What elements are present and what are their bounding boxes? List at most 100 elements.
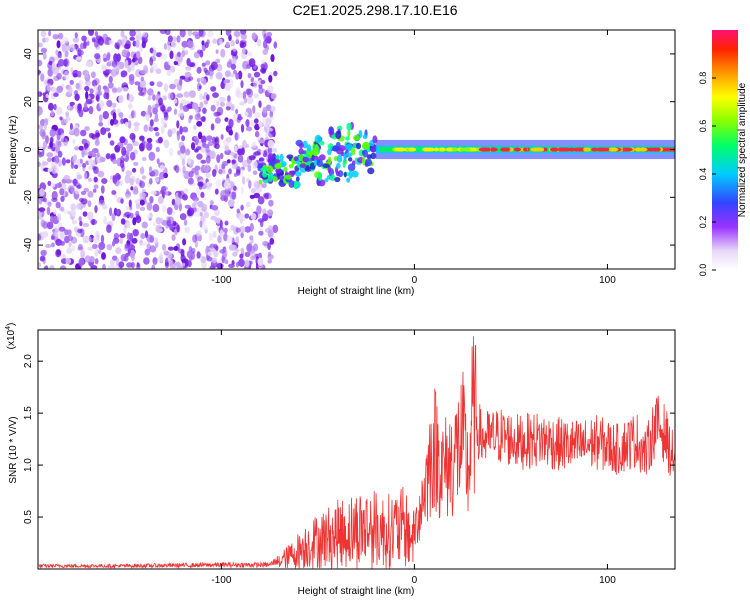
- spectrogram-noise-mark: [64, 229, 69, 236]
- spectrogram-transition-mark: [351, 170, 359, 178]
- spectrogram-x-tick-label: 0: [412, 275, 418, 286]
- spectrogram-noise-mark: [237, 113, 242, 119]
- spectrogram-line-peak: [452, 147, 457, 152]
- spectrogram-noise-mark: [131, 254, 135, 262]
- spectrogram-noise-mark: [69, 101, 75, 106]
- spectrogram-noise-mark: [193, 124, 197, 131]
- spectrogram-noise-mark: [207, 30, 214, 38]
- spectrogram-noise-mark: [53, 225, 60, 231]
- spectrogram-noise-mark: [213, 243, 218, 250]
- spectrogram-noise-mark: [234, 132, 238, 141]
- spectrogram-transition-mark: [257, 163, 264, 169]
- spectrogram-noise-mark: [158, 97, 163, 106]
- spectrogram-noise-mark: [91, 79, 98, 87]
- spectrogram-noise-mark: [161, 204, 167, 213]
- spectrogram-transition-mark: [263, 178, 270, 184]
- spectrogram-noise-mark: [130, 62, 135, 72]
- spectrogram-noise-mark: [132, 57, 136, 63]
- spectrogram-noise-mark: [74, 226, 77, 233]
- spectrogram-noise-mark: [75, 82, 80, 90]
- spectrogram-noise-mark: [78, 109, 84, 118]
- spectrogram-noise-mark: [181, 262, 186, 267]
- spectrogram-noise-mark: [226, 235, 233, 244]
- spectrogram-noise-mark: [131, 261, 135, 269]
- spectrogram-noise-mark: [60, 195, 65, 202]
- spectrogram-noise-mark: [193, 135, 199, 141]
- spectrogram-noise-mark: [234, 145, 238, 152]
- spectrogram-noise-mark: [148, 126, 154, 132]
- spectrogram-noise-mark: [111, 102, 117, 108]
- spectrogram-noise-mark: [57, 150, 63, 158]
- spectrogram-noise-mark: [214, 188, 219, 195]
- spectrogram-noise-mark: [181, 158, 186, 166]
- spectrogram-noise-mark: [181, 50, 186, 58]
- spectrogram-noise-mark: [94, 205, 98, 214]
- spectrogram-noise-mark: [248, 155, 256, 161]
- spectrogram-noise-mark: [181, 258, 187, 264]
- spectrogram-noise-mark: [98, 121, 104, 127]
- spectrogram-noise-mark: [56, 249, 62, 256]
- spectrogram-noise-mark: [51, 190, 58, 200]
- spectrogram-noise-mark: [246, 88, 254, 98]
- spectrogram-noise-mark: [48, 30, 52, 37]
- spectrogram-noise-mark: [146, 137, 153, 143]
- spectrogram-noise-mark: [38, 42, 43, 48]
- spectrogram-noise-mark: [38, 70, 42, 75]
- spectrogram-noise-mark: [118, 261, 125, 268]
- spectrogram-noise-mark: [51, 242, 55, 248]
- spectrogram-noise-mark: [125, 206, 130, 211]
- spectrogram-noise-mark: [102, 263, 106, 269]
- spectrogram-noise-mark: [142, 31, 148, 38]
- spectrogram-noise-mark: [173, 98, 178, 104]
- spectrogram-noise-mark: [116, 39, 123, 47]
- spectrogram-noise-mark: [176, 132, 181, 141]
- spectrogram-noise-mark: [149, 235, 154, 243]
- spectrogram-noise-mark: [55, 49, 59, 56]
- spectrogram-noise-mark: [151, 62, 158, 72]
- spectrogram-noise-mark: [235, 108, 239, 115]
- spectrogram-noise-mark: [69, 79, 74, 85]
- spectrogram-noise-mark: [155, 131, 160, 137]
- spectrogram-noise-mark: [133, 122, 140, 127]
- snr-y-label: SNR (10 * V/V): [8, 416, 19, 483]
- spectrogram-noise-mark: [109, 207, 113, 217]
- spectrogram-noise-mark: [215, 100, 220, 107]
- spectrogram-noise-mark: [59, 231, 65, 240]
- colorbar-gradient: [712, 30, 738, 270]
- spectrogram-line-peak: [583, 147, 588, 152]
- spectrogram-noise-mark: [141, 40, 146, 49]
- spectrogram-noise-mark: [163, 43, 168, 50]
- spectrogram-noise-mark: [254, 111, 261, 119]
- spectrogram-noise-mark: [263, 193, 270, 200]
- spectrogram-noise-mark: [74, 93, 80, 102]
- spectrogram-noise-mark: [82, 235, 90, 244]
- spectrogram-noise-mark: [122, 87, 129, 92]
- spectrogram-noise-mark: [78, 145, 84, 151]
- spectrogram-noise-mark: [147, 88, 154, 96]
- spectrogram-noise-mark: [94, 258, 99, 265]
- spectrogram-noise-mark: [199, 220, 203, 228]
- spectrogram-noise-mark: [49, 264, 55, 269]
- spectrogram-noise-mark: [65, 159, 71, 164]
- spectrogram-noise-mark: [271, 147, 278, 153]
- spectrogram-line-peak: [422, 147, 430, 152]
- spectrogram-noise-mark: [98, 199, 106, 206]
- spectrogram-noise-mark: [240, 247, 244, 253]
- spectrogram-noise-mark: [83, 102, 88, 111]
- spectrogram-noise-mark: [188, 90, 196, 98]
- spectrogram-noise-mark: [273, 70, 278, 77]
- spectrogram-noise-mark: [49, 141, 53, 148]
- spectrogram-noise-mark: [247, 164, 252, 173]
- spectrogram-transition-mark: [362, 134, 368, 140]
- spectrogram-noise-mark: [207, 251, 213, 257]
- spectrogram-noise-mark: [93, 184, 99, 189]
- spectrogram-transition-mark: [266, 165, 274, 174]
- spectrogram-noise-mark: [140, 110, 147, 117]
- spectrogram-transition-mark: [302, 150, 307, 155]
- spectrogram-noise-mark: [262, 208, 267, 215]
- spectrogram-noise-mark: [245, 143, 249, 149]
- spectrogram-noise-mark: [113, 53, 119, 63]
- spectrogram-noise-mark: [67, 229, 72, 236]
- spectrogram-noise-mark: [240, 204, 244, 211]
